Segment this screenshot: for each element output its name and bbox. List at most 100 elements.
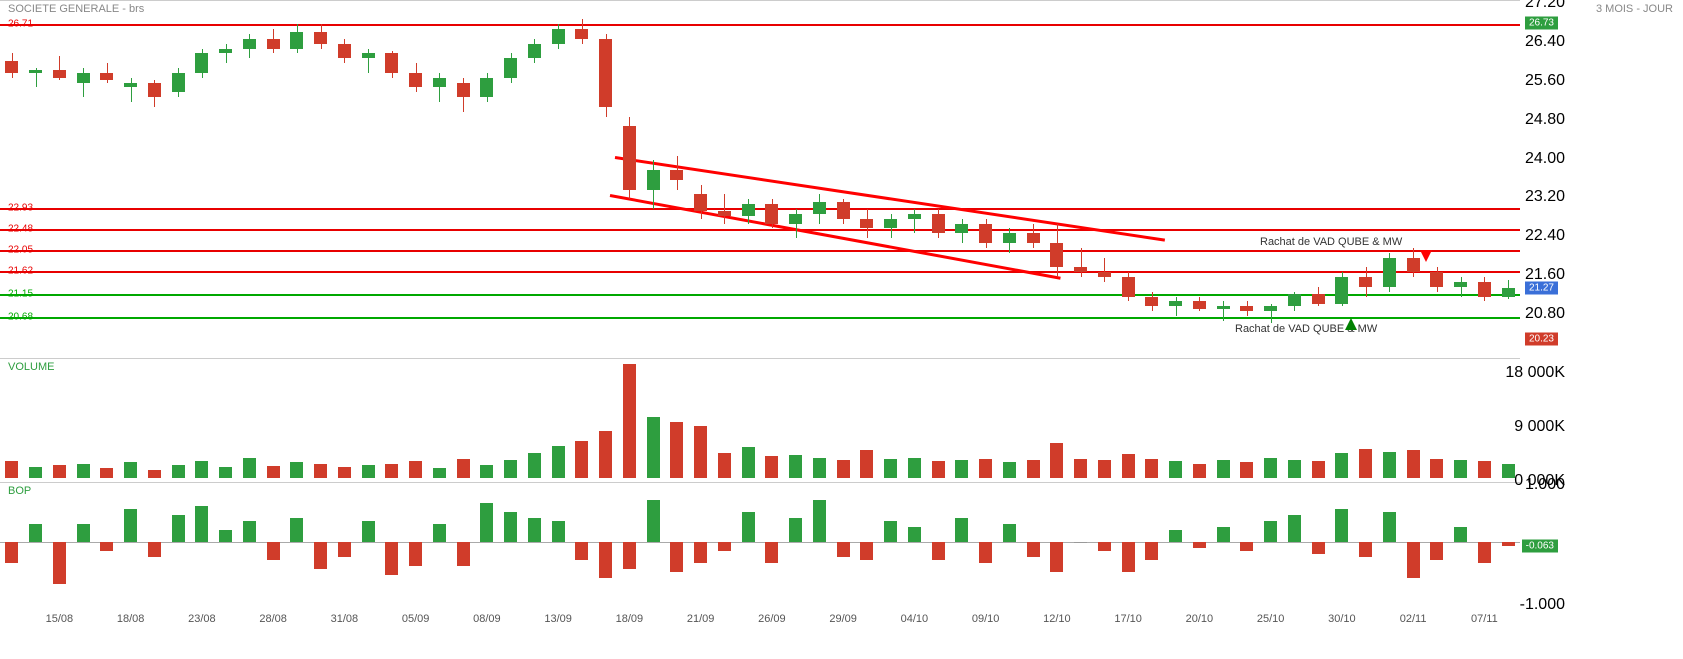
- volume-bar: [77, 464, 90, 478]
- volume-bar: [1454, 460, 1467, 478]
- hline-label: 22.93: [8, 202, 33, 213]
- candle-body: [1359, 277, 1372, 287]
- bop-bar: [552, 521, 565, 542]
- candle-body: [765, 204, 778, 223]
- volume-bar: [837, 460, 850, 478]
- xtick: 09/10: [972, 613, 1000, 625]
- hline: [0, 208, 1520, 210]
- candle-body: [1003, 233, 1016, 243]
- candle-body: [148, 83, 161, 98]
- price-ytick: 26.40: [1525, 33, 1565, 51]
- candle-body: [1430, 272, 1443, 287]
- candle-body: [860, 219, 873, 229]
- candle-body: [1335, 277, 1348, 304]
- volume-bar: [528, 453, 541, 478]
- volume-bar: [385, 464, 398, 478]
- candle-body: [457, 83, 470, 98]
- candle-body: [599, 39, 612, 107]
- volume-bar: [1169, 461, 1182, 478]
- bop-bar: [884, 521, 897, 542]
- price-ytick: 24.00: [1525, 150, 1565, 168]
- bop-bar: [1240, 542, 1253, 551]
- bop-bar: [1407, 542, 1420, 578]
- bop-bar: [1312, 542, 1325, 554]
- xtick: 18/09: [616, 613, 644, 625]
- price-ytick: 20.80: [1525, 305, 1565, 323]
- candle-body: [1407, 258, 1420, 273]
- volume-bar: [623, 364, 636, 478]
- volume-bar: [504, 460, 517, 478]
- volume-bar: [314, 464, 327, 478]
- bop-bar: [623, 542, 636, 569]
- hline: [0, 317, 1520, 319]
- hline-label: 22.48: [8, 224, 33, 235]
- volume-bar: [575, 441, 588, 478]
- bop-bar: [1050, 542, 1063, 572]
- xtick: 04/10: [901, 613, 929, 625]
- annotation-arrow-up-icon: [1345, 318, 1357, 330]
- candle-body: [314, 32, 327, 44]
- volume-bar: [1098, 460, 1111, 478]
- xtick: 15/08: [46, 613, 74, 625]
- bop-bar: [670, 542, 683, 572]
- bop-bar: [338, 542, 351, 557]
- candle-body: [789, 214, 802, 224]
- xtick: 21/09: [687, 613, 715, 625]
- bop-bar: [480, 503, 493, 542]
- volume-bar: [813, 458, 826, 478]
- bop-bar: [124, 509, 137, 542]
- candle-body: [718, 211, 731, 216]
- hline: [0, 271, 1520, 273]
- bop-bar: [219, 530, 232, 542]
- price-ytick: 22.40: [1525, 227, 1565, 245]
- candle-body: [195, 53, 208, 72]
- candle-body: [670, 170, 683, 180]
- volume-bar: [124, 462, 137, 478]
- volume-bar: [267, 466, 280, 478]
- volume-bar: [552, 446, 565, 478]
- xtick: 05/09: [402, 613, 430, 625]
- candle-body: [1478, 282, 1491, 297]
- annotation-text: Rachat de VAD QUBE & MW: [1260, 236, 1402, 248]
- volume-bar: [1193, 464, 1206, 478]
- volume-bar: [148, 470, 161, 478]
- xtick: 29/09: [829, 613, 857, 625]
- candle-wick: [1081, 248, 1082, 277]
- bop-bar: [314, 542, 327, 569]
- bop-bar: [77, 524, 90, 542]
- bop-bar: [433, 524, 446, 542]
- volume-bar: [718, 453, 731, 478]
- xtick: 12/10: [1043, 613, 1071, 625]
- volume-bar: [789, 455, 802, 478]
- bop-label: BOP: [8, 485, 31, 497]
- volume-bar: [1312, 461, 1325, 478]
- bop-bar: [1145, 542, 1158, 560]
- bop-bar: [1454, 527, 1467, 542]
- candle-body: [1145, 297, 1158, 307]
- volume-bar: [100, 468, 113, 478]
- bop-bar: [694, 542, 707, 563]
- volume-bar: [457, 459, 470, 478]
- candle-body: [77, 73, 90, 83]
- bop-bar: [528, 518, 541, 542]
- bop-bar: [1074, 542, 1087, 543]
- volume-bar: [1359, 449, 1372, 478]
- volume-label: VOLUME: [8, 361, 54, 373]
- bop-zero-line: [0, 542, 1520, 543]
- volume-bar: [1478, 461, 1491, 478]
- bop-bar: [1169, 530, 1182, 542]
- bop-bar: [955, 518, 968, 542]
- candle-body: [172, 73, 185, 92]
- volume-ytick: 18 000K: [1505, 364, 1565, 382]
- volume-bar: [290, 462, 303, 478]
- candle-wick: [368, 49, 369, 73]
- candle-body: [100, 73, 113, 80]
- candle-body: [528, 44, 541, 59]
- hline: [0, 24, 1520, 26]
- bop-bar: [1122, 542, 1135, 572]
- annotation-arrow-down-icon: [1420, 250, 1432, 262]
- volume-bar: [670, 422, 683, 478]
- xtick: 13/09: [544, 613, 572, 625]
- candle-body: [243, 39, 256, 49]
- bop-bar: [932, 542, 945, 560]
